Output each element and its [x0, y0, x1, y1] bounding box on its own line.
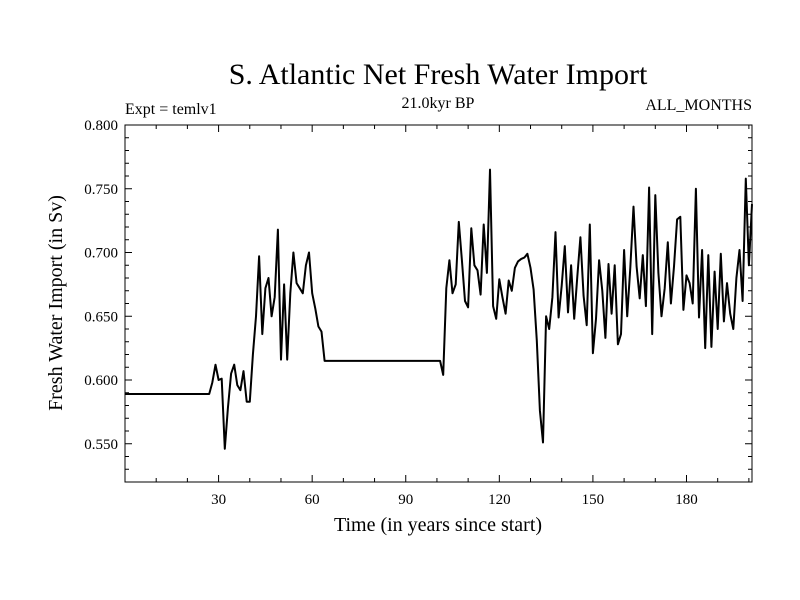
- y-tick-label: 0.800: [84, 118, 118, 134]
- x-tick-label: 30: [211, 492, 226, 508]
- y-axis: 0.550 0.600 0.650 0.700 0.750 0.800: [84, 118, 752, 470]
- y-tick-label: 0.550: [84, 437, 118, 453]
- chart-title: S. Atlantic Net Fresh Water Import: [229, 58, 648, 91]
- y-tick-label: 0.750: [84, 182, 118, 198]
- series-layer: [125, 168, 753, 450]
- y-axis-label: Fresh Water Import (in Sv): [45, 195, 67, 411]
- experiment-label: Expt = temlv1: [125, 101, 217, 118]
- x-tick-label: 120: [488, 492, 511, 508]
- chart-subtitle: 21.0kyr BP: [402, 95, 475, 112]
- months-label: ALL_MONTHS: [645, 97, 752, 114]
- y-tick-label: 0.600: [84, 373, 118, 389]
- y-tick-label: 0.650: [84, 309, 118, 325]
- series-line: [125, 168, 753, 450]
- x-tick-label: 90: [398, 492, 413, 508]
- x-tick-label: 60: [305, 492, 320, 508]
- y-tick-label: 0.700: [84, 246, 118, 262]
- plot-frame: [124, 124, 753, 483]
- x-axis-label: Time (in years since start): [334, 514, 542, 536]
- x-tick-label: 150: [582, 492, 605, 508]
- x-axis: 30 60 90 120 150 180: [155, 125, 750, 508]
- x-tick-label: 180: [675, 492, 698, 508]
